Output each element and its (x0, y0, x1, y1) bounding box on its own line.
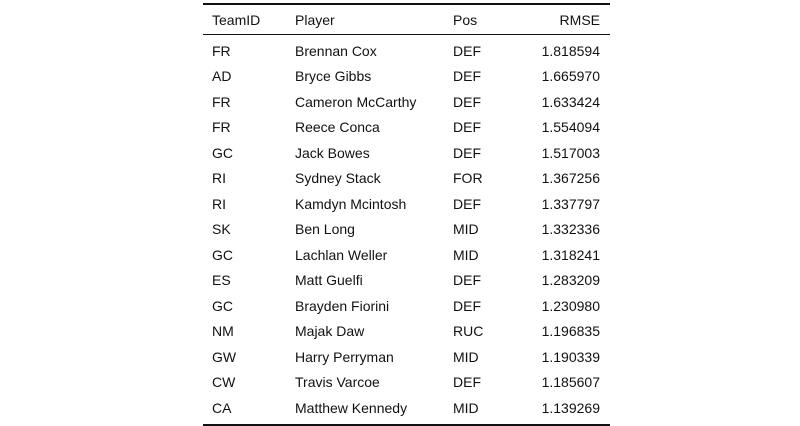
cell-player: Reece Conca (295, 119, 380, 136)
cell-rmse: 1.633424 (541, 93, 600, 110)
cell-teamid: CA (212, 399, 232, 416)
cell-player: Matt Guelfi (295, 272, 363, 289)
cell-rmse: 1.554094 (541, 119, 600, 136)
cell-rmse: 1.337797 (541, 195, 600, 212)
table-row: RI Sydney Stack FOR 1.367256 (203, 166, 610, 192)
cell-pos: DEF (453, 297, 481, 314)
table-row: FR Cameron McCarthy DEF 1.633424 (203, 89, 610, 115)
cell-pos: RUC (453, 323, 484, 340)
table-row: GC Brayden Fiorini DEF 1.230980 (203, 293, 610, 319)
cell-rmse: 1.517003 (541, 144, 600, 161)
cell-pos: DEF (453, 374, 481, 391)
cell-teamid: AD (212, 68, 232, 85)
table-row: GC Lachlan Weller MID 1.318241 (203, 242, 610, 268)
cell-pos: FOR (453, 170, 483, 187)
cell-player: Harry Perryman (295, 348, 394, 365)
cell-player: Travis Varcoe (295, 374, 380, 391)
table-header: TeamID Player Pos RMSE (203, 4, 610, 35)
cell-pos: MID (453, 348, 479, 365)
cell-rmse: 1.139269 (541, 399, 600, 416)
table-row: ES Matt Guelfi DEF 1.283209 (203, 268, 610, 294)
cell-teamid: GC (212, 297, 233, 314)
header-row: TeamID Player Pos RMSE (203, 4, 610, 35)
cell-pos: MID (453, 246, 479, 263)
header-teamid: TeamID (212, 11, 261, 28)
cell-rmse: 1.196835 (541, 323, 600, 340)
table-row: CW Travis Varcoe DEF 1.185607 (203, 370, 610, 396)
cell-rmse: 1.665970 (541, 68, 600, 85)
cell-pos: DEF (453, 119, 481, 136)
cell-player: Jack Bowes (295, 144, 370, 161)
cell-teamid: FR (212, 93, 231, 110)
cell-pos: DEF (453, 144, 481, 161)
header-pos: Pos (453, 11, 478, 28)
cell-teamid: FR (212, 119, 231, 136)
table-row: RI Kamdyn Mcintosh DEF 1.337797 (203, 191, 610, 217)
cell-teamid: GC (212, 144, 233, 161)
cell-player: Cameron McCarthy (295, 93, 417, 110)
cell-pos: DEF (453, 195, 481, 212)
cell-teamid: GW (212, 348, 237, 365)
cell-pos: MID (453, 399, 479, 416)
cell-player: Lachlan Weller (295, 246, 388, 263)
rmse-table: TeamID Player Pos RMSE FR Brennan Cox DEF 1… (203, 3, 610, 426)
header-player: Player (295, 11, 335, 28)
cell-player: Sydney Stack (295, 170, 381, 187)
rmse-table-container: TeamID Player Pos RMSE FR Brennan Cox DEF 1… (203, 3, 610, 426)
header-rmse: RMSE (559, 11, 600, 28)
table-row: AD Bryce Gibbs DEF 1.665970 (203, 64, 610, 90)
cell-rmse: 1.818594 (541, 42, 600, 59)
cell-pos: DEF (453, 42, 481, 59)
cell-player: Bryce Gibbs (295, 68, 372, 85)
cell-player: Brennan Cox (295, 42, 377, 59)
cell-pos: DEF (453, 68, 481, 85)
table-row: NM Majak Daw RUC 1.196835 (203, 319, 610, 345)
table-row: FR Brennan Cox DEF 1.818594 (203, 35, 610, 64)
table-row: SK Ben Long MID 1.332336 (203, 217, 610, 243)
cell-rmse: 1.190339 (541, 348, 600, 365)
cell-teamid: GC (212, 246, 233, 263)
cell-teamid: SK (212, 221, 231, 238)
cell-rmse: 1.318241 (541, 246, 600, 263)
cell-player: Majak Daw (295, 323, 365, 340)
cell-rmse: 1.332336 (541, 221, 600, 238)
cell-pos: MID (453, 221, 479, 238)
cell-pos: DEF (453, 93, 481, 110)
cell-player: Kamdyn Mcintosh (295, 195, 407, 212)
cell-teamid: ES (212, 272, 231, 289)
cell-rmse: 1.230980 (541, 297, 600, 314)
cell-player: Matthew Kennedy (295, 399, 408, 416)
cell-teamid: CW (212, 374, 236, 391)
cell-pos: DEF (453, 272, 481, 289)
cell-player: Brayden Fiorini (295, 297, 390, 314)
cell-player: Ben Long (295, 221, 355, 238)
cell-rmse: 1.283209 (541, 272, 600, 289)
cell-teamid: RI (212, 170, 226, 187)
cell-rmse: 1.367256 (541, 170, 600, 187)
table-row: CA Matthew Kennedy MID 1.139269 (203, 395, 610, 425)
cell-teamid: FR (212, 42, 231, 59)
cell-teamid: NM (212, 323, 234, 340)
cell-rmse: 1.185607 (541, 374, 600, 391)
table-row: FR Reece Conca DEF 1.554094 (203, 115, 610, 141)
cell-teamid: RI (212, 195, 226, 212)
table-body: FR Brennan Cox DEF 1.818594 AD Bryce Gibbs DEF… (203, 35, 610, 425)
table-row: GC Jack Bowes DEF 1.517003 (203, 140, 610, 166)
table-row: GW Harry Perryman MID 1.190339 (203, 344, 610, 370)
